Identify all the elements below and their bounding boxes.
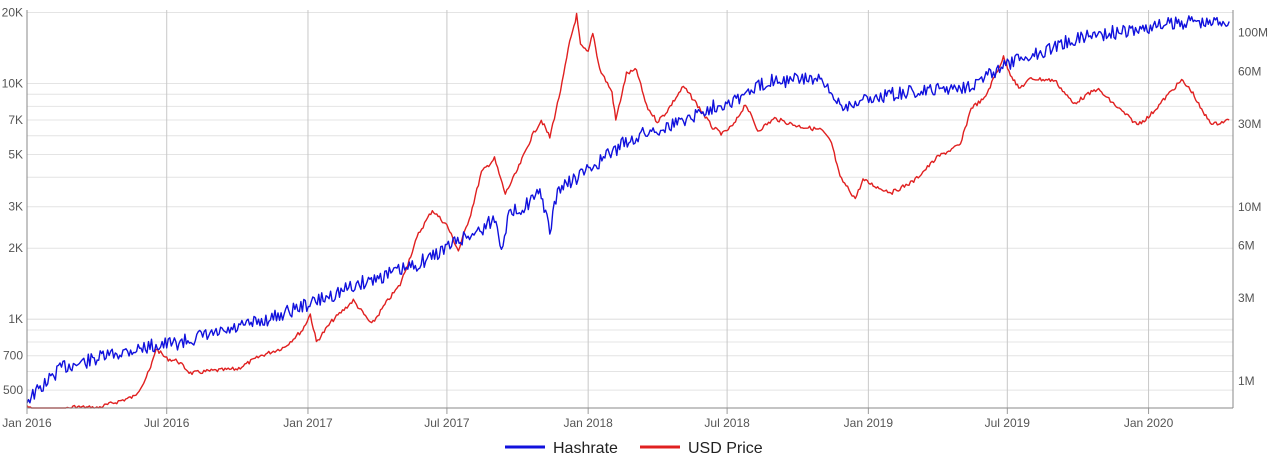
right-tick-label: 10M	[1238, 200, 1261, 214]
left-axis-ticks: 500 700 1K 2K 3K 5K 7K 10K 20K	[2, 6, 24, 398]
right-axis-ticks: 1M 3M 6M 10M 30M 60M 100M	[1238, 26, 1268, 388]
x-tick-label: Jan 2016	[2, 416, 52, 430]
legend-usd-price-label: USD Price	[688, 440, 763, 457]
left-tick-label: 700	[3, 349, 23, 363]
x-tick-label: Jan 2017	[283, 416, 333, 430]
x-tick-label: Jan 2019	[844, 416, 894, 430]
x-axis-ticks: Jan 2016 Jul 2016 Jan 2017 Jul 2017 Jan 2018…	[2, 408, 1174, 430]
right-tick-label: 30M	[1238, 117, 1261, 131]
left-tick-label: 7K	[8, 113, 23, 127]
right-tick-label: 6M	[1238, 238, 1255, 252]
left-tick-label: 2K	[8, 241, 23, 255]
x-tick-label: Jan 2020	[1124, 416, 1174, 430]
left-tick-label: 20K	[2, 6, 23, 20]
left-tick-label: 5K	[8, 147, 23, 161]
right-tick-label: 100M	[1238, 26, 1268, 40]
legend: Hashrate USD Price	[505, 440, 763, 457]
left-tick-label: 3K	[8, 200, 23, 214]
right-tick-label: 1M	[1238, 374, 1255, 388]
axis-frame	[26, 10, 1234, 409]
left-tick-label: 500	[3, 383, 23, 397]
series-layer	[26, 12, 1230, 409]
x-tick-label: Jul 2017	[424, 416, 470, 430]
x-tick-label: Jul 2019	[985, 416, 1031, 430]
hashrate-line	[26, 15, 1230, 404]
left-tick-label: 10K	[2, 76, 23, 90]
right-tick-label: 60M	[1238, 64, 1261, 78]
right-tick-label: 3M	[1238, 291, 1255, 305]
usd-price-line	[26, 12, 1230, 409]
x-tick-label: Jan 2018	[563, 416, 613, 430]
grid	[27, 10, 1233, 408]
x-tick-label: Jul 2018	[704, 416, 750, 430]
x-tick-label: Jul 2016	[144, 416, 190, 430]
left-tick-label: 1K	[8, 312, 23, 326]
legend-hashrate-label: Hashrate	[553, 440, 618, 457]
